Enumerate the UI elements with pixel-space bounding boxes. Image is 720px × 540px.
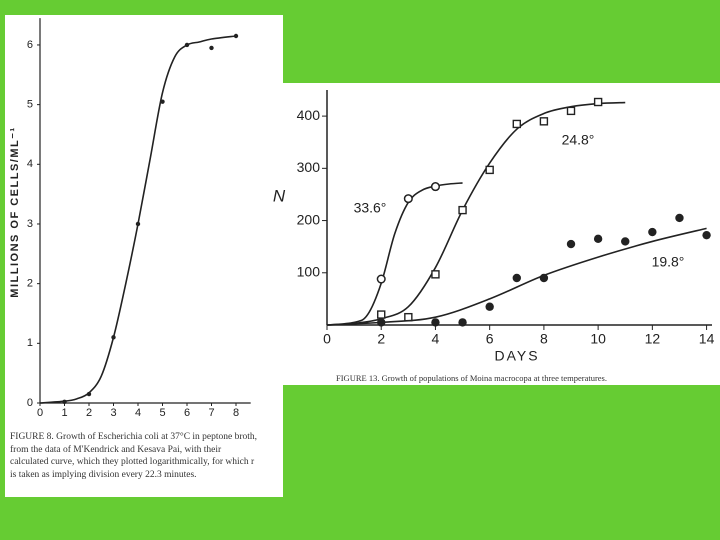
data-point xyxy=(135,221,141,227)
x-tick-label: 0 xyxy=(323,331,331,347)
y-tick-label: 100 xyxy=(297,263,321,279)
data-point xyxy=(458,205,467,215)
data-point xyxy=(593,234,603,244)
x-tick-label: 10 xyxy=(590,331,606,347)
x-tick-label: 12 xyxy=(645,331,661,347)
right-figure: N DAYS 0 2 4 6 8 10 12 14 100 200 300 400 33.6° 24.8°… xyxy=(268,83,720,385)
data-point xyxy=(675,213,684,223)
data-point xyxy=(512,119,521,129)
data-point xyxy=(111,335,116,340)
data-point xyxy=(566,106,576,116)
x-tick-label: 14 xyxy=(699,331,715,347)
fitted-curve xyxy=(326,182,463,326)
data-point xyxy=(233,33,239,39)
data-point xyxy=(485,165,494,175)
data-point xyxy=(184,42,190,48)
y-tick-label: 400 xyxy=(297,107,321,123)
y-axis-label: MILLIONS OF CELLS/ML⁻¹ xyxy=(9,126,21,297)
data-point xyxy=(702,230,711,240)
data-point xyxy=(431,270,440,279)
data-point xyxy=(458,318,467,327)
series-label: 24.8° xyxy=(562,132,595,148)
x-tick-label: 7 xyxy=(208,407,214,419)
x-tick-label: 1 xyxy=(61,407,67,419)
data-point xyxy=(566,239,576,249)
series-label: 19.8° xyxy=(652,254,685,270)
data-point xyxy=(430,182,441,192)
x-tick-label: 6 xyxy=(486,331,494,347)
data-point xyxy=(403,194,413,204)
data-point xyxy=(62,399,67,405)
y-tick-label: 300 xyxy=(297,159,321,175)
x-tick-label: 4 xyxy=(135,407,141,419)
data-point xyxy=(377,318,386,327)
x-tick-label: 5 xyxy=(159,407,165,419)
data-point xyxy=(376,274,386,284)
y-tick-label: 4 xyxy=(27,158,33,170)
left-figure: MILLIONS OF CELLS/ML⁻¹ 0 1 2 3 4 5 6 7 8 0 1 2 3 4 5 6 xyxy=(5,15,283,497)
y-tick-label: 2 xyxy=(27,278,33,290)
x-tick-label: 2 xyxy=(86,407,92,419)
x-tick-label: 0 xyxy=(37,407,43,419)
data-point xyxy=(485,302,494,311)
data-point xyxy=(593,97,603,107)
x-tick-label: 6 xyxy=(184,407,190,419)
left-panel xyxy=(5,15,283,497)
y-tick-label: 6 xyxy=(27,39,33,51)
y-tick-label: 3 xyxy=(27,218,33,230)
data-point xyxy=(648,227,657,237)
fitted-curve xyxy=(326,227,707,326)
y-axis-label: N xyxy=(273,186,286,205)
data-point xyxy=(539,117,549,126)
series-label: 33.6° xyxy=(354,200,387,216)
data-point xyxy=(160,99,165,104)
data-point xyxy=(621,237,630,246)
y-tick-label: 1 xyxy=(27,337,33,349)
data-point xyxy=(512,273,521,283)
x-tick-label: 2 xyxy=(377,331,385,347)
data-point xyxy=(86,391,92,397)
data-point xyxy=(209,45,214,51)
x-tick-label: 3 xyxy=(110,407,116,419)
right-panel xyxy=(268,83,720,385)
data-point xyxy=(404,312,413,322)
x-tick-label: 4 xyxy=(432,331,440,347)
y-tick-label: 5 xyxy=(27,99,33,111)
figure-caption: FIGURE 13. Growth of populations of Moin… xyxy=(336,373,607,383)
figure-caption: FIGURE 8. Growth of Escherichia coli at … xyxy=(10,432,258,480)
data-point xyxy=(431,318,440,327)
x-axis-label: DAYS xyxy=(494,348,539,364)
y-tick-label: 0 xyxy=(27,397,33,409)
y-tick-label: 200 xyxy=(297,211,321,227)
data-point xyxy=(377,310,386,319)
data-point xyxy=(539,273,549,283)
x-tick-label: 8 xyxy=(233,407,239,419)
x-tick-label: 8 xyxy=(540,331,548,347)
